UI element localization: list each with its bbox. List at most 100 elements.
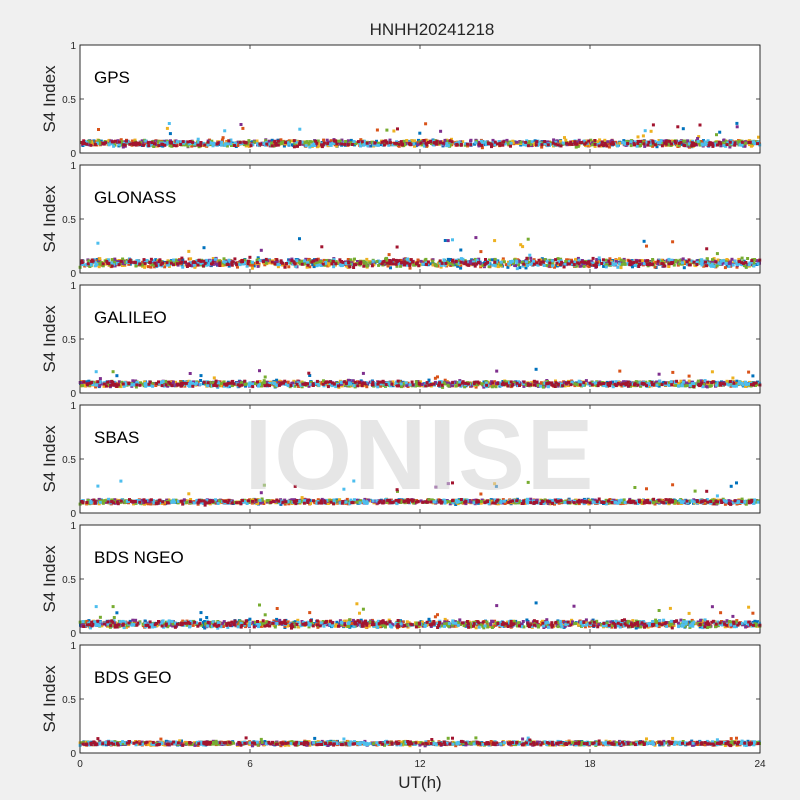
data-point bbox=[745, 383, 748, 386]
data-point bbox=[736, 263, 739, 266]
data-point bbox=[543, 140, 547, 144]
data-point bbox=[751, 383, 755, 387]
data-point bbox=[438, 141, 442, 145]
data-point bbox=[661, 262, 665, 266]
data-point bbox=[338, 258, 342, 262]
data-point bbox=[185, 262, 189, 266]
data-point bbox=[524, 260, 528, 264]
data-point bbox=[716, 383, 720, 387]
data-point bbox=[719, 144, 723, 148]
data-point bbox=[209, 259, 212, 263]
data-point bbox=[331, 383, 335, 387]
data-point bbox=[700, 142, 704, 146]
data-point bbox=[365, 141, 369, 145]
data-point bbox=[82, 139, 86, 143]
data-point bbox=[424, 142, 428, 146]
data-point bbox=[752, 140, 756, 144]
data-point bbox=[574, 383, 578, 386]
data-point bbox=[166, 384, 170, 388]
data-point bbox=[365, 264, 369, 268]
data-point bbox=[663, 264, 667, 268]
data-point bbox=[469, 262, 473, 266]
data-point bbox=[646, 382, 649, 386]
data-point bbox=[690, 144, 694, 148]
data-point bbox=[683, 144, 687, 148]
data-point bbox=[169, 141, 173, 144]
data-point bbox=[385, 261, 389, 265]
data-point bbox=[388, 382, 392, 386]
data-point bbox=[276, 265, 280, 269]
data-point bbox=[493, 260, 497, 264]
data-point bbox=[346, 258, 350, 261]
data-point bbox=[172, 258, 176, 262]
data-point bbox=[633, 143, 636, 147]
data-point bbox=[575, 140, 579, 144]
data-point bbox=[263, 384, 267, 388]
data-point bbox=[593, 140, 597, 144]
data-point bbox=[443, 138, 447, 142]
data-point bbox=[164, 383, 168, 387]
data-point bbox=[503, 380, 507, 384]
data-point bbox=[230, 263, 234, 267]
data-point bbox=[677, 262, 681, 266]
data-point bbox=[738, 380, 742, 384]
data-point bbox=[289, 261, 293, 265]
data-point bbox=[329, 259, 333, 263]
data-point bbox=[139, 141, 143, 145]
data-point bbox=[676, 125, 680, 129]
data-point bbox=[676, 381, 680, 385]
data-point bbox=[556, 257, 560, 261]
data-point bbox=[349, 382, 352, 386]
data-point bbox=[756, 142, 759, 146]
data-point bbox=[340, 142, 344, 146]
data-point bbox=[702, 139, 705, 143]
data-point bbox=[117, 140, 121, 144]
data-point bbox=[648, 382, 652, 385]
data-point bbox=[94, 259, 98, 263]
data-point bbox=[352, 266, 356, 269]
data-point bbox=[744, 261, 748, 264]
data-point bbox=[603, 142, 607, 145]
data-point bbox=[93, 260, 97, 264]
data-point bbox=[255, 262, 259, 266]
y-tick-label: 1 bbox=[70, 161, 76, 172]
data-point bbox=[229, 138, 233, 142]
data-point bbox=[688, 383, 692, 387]
data-point bbox=[163, 265, 167, 269]
data-point bbox=[647, 385, 651, 389]
data-point bbox=[148, 260, 152, 264]
data-point bbox=[304, 144, 308, 148]
data-point bbox=[149, 257, 153, 261]
data-point bbox=[240, 383, 244, 387]
data-point bbox=[432, 143, 436, 147]
data-point bbox=[256, 264, 260, 268]
data-point bbox=[595, 261, 599, 265]
data-point bbox=[440, 261, 444, 265]
data-point bbox=[703, 379, 707, 383]
data-point bbox=[324, 261, 328, 264]
data-point bbox=[274, 260, 278, 264]
data-point bbox=[733, 141, 737, 145]
data-point bbox=[673, 140, 677, 143]
data-point bbox=[487, 265, 491, 269]
data-point bbox=[221, 136, 225, 140]
data-point bbox=[534, 367, 538, 371]
data-point bbox=[312, 265, 316, 269]
data-point bbox=[141, 141, 145, 145]
data-point bbox=[735, 121, 739, 125]
data-point bbox=[376, 385, 380, 389]
data-point bbox=[265, 380, 269, 384]
data-point bbox=[376, 143, 380, 147]
data-point bbox=[509, 144, 512, 148]
data-point bbox=[605, 144, 609, 148]
data-point bbox=[196, 263, 200, 267]
data-point bbox=[340, 264, 344, 267]
data-point bbox=[117, 143, 121, 147]
data-point bbox=[747, 370, 751, 374]
data-point bbox=[656, 262, 660, 266]
data-point bbox=[245, 264, 249, 268]
data-point bbox=[312, 259, 315, 263]
data-point bbox=[154, 258, 158, 262]
data-point bbox=[548, 261, 552, 265]
data-point bbox=[407, 260, 411, 264]
